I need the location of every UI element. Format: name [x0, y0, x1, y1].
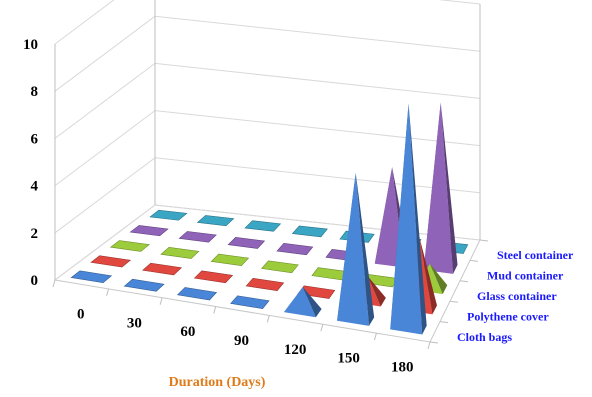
back-wall-gridline: [154, 157, 481, 194]
zero-value-marker: [109, 240, 150, 252]
back-wall-gridline: [154, 204, 481, 241]
zero-value-marker: [123, 278, 165, 292]
x-tick-label: 180: [391, 360, 414, 376]
x-axis-tick: [320, 324, 324, 332]
zero-value-marker: [193, 270, 234, 284]
zero-value-marker: [160, 246, 200, 259]
tick-labels: 0 2 4 6 8 10 0 30 60 90 120 150 180 Cloth bags Polythe…: [23, 37, 574, 376]
zero-value-marker: [227, 237, 266, 249]
side-wall-gridline: [54, 110, 156, 187]
y-tick-label: 8: [31, 84, 39, 100]
depth-axis-tick: [459, 280, 469, 283]
x-axis-tick: [159, 297, 163, 305]
y-tick-label: 10: [23, 37, 38, 53]
side-wall-gridline: [54, 204, 156, 281]
pyramid-front-face: [337, 172, 369, 326]
zero-value-marker: [176, 287, 218, 301]
side-wall-gridline: [54, 0, 115, 45]
pyramid-right-face: [355, 172, 375, 326]
back-wall-gridline: [154, 110, 481, 147]
pyramid-right-face: [440, 102, 458, 274]
x-tick-label: 60: [180, 324, 195, 340]
back-wall-grid: [54, 0, 481, 281]
series-label: Polythene cover: [467, 309, 549, 323]
x-axis-tick: [106, 288, 110, 296]
pyramid-front-face: [390, 103, 423, 335]
zero-value-marker: [291, 225, 328, 238]
depth-axis-tick: [449, 300, 459, 303]
y-tick-label: 4: [31, 179, 39, 195]
zero-value-marker: [90, 255, 132, 268]
depth-axis-tick: [439, 321, 449, 324]
series-label: Steel container: [497, 248, 574, 262]
pyramid-front-face: [423, 102, 454, 274]
pyramid-right-face: [419, 236, 437, 315]
pyramid-right-face: [367, 276, 386, 307]
depth-axis-tick: [469, 259, 479, 262]
x-axis-tick: [213, 306, 217, 314]
side-wall-gridline: [54, 157, 156, 234]
axes: [52, 0, 489, 350]
side-wall-gridline: [54, 63, 156, 139]
x-tick-label: 0: [77, 306, 85, 322]
zero-value-marker: [210, 253, 250, 266]
zero-value-marker: [129, 225, 169, 237]
x-tick-label: 90: [234, 333, 249, 349]
x-axis-tick: [52, 279, 56, 288]
series-label: Glass container: [477, 289, 557, 303]
depth-axis-tick: [479, 239, 489, 242]
zero-value-marker: [276, 243, 314, 256]
x-axis-tick: [373, 333, 377, 341]
x-axis-tick: [266, 315, 270, 323]
side-wall-gridline: [54, 15, 156, 92]
zero-value-marker: [261, 260, 299, 274]
pyramid-right-face: [430, 263, 448, 295]
data-marks: [70, 102, 469, 335]
back-wall-gridline: [438, 0, 481, 5]
zero-value-marker: [178, 231, 217, 243]
back-wall-gridline: [154, 15, 481, 52]
depth-axis-tick: [429, 341, 439, 344]
x-axis-title: Duration (Days): [169, 375, 266, 390]
zero-value-marker: [196, 215, 235, 227]
pyramid-front-face: [283, 287, 316, 318]
zero-value-marker: [245, 277, 285, 292]
x-axis-tick: [427, 341, 431, 350]
y-tick-label: 0: [31, 273, 39, 289]
back-wall-gridline: [154, 62, 481, 99]
zero-value-marker: [230, 295, 270, 309]
zero-value-marker: [244, 220, 282, 232]
x-tick-label: 30: [127, 315, 142, 331]
zero-value-marker: [70, 270, 113, 284]
x-tick-label: 120: [284, 342, 307, 358]
y-tick-label: 2: [31, 226, 39, 242]
pyramid-front-face: [374, 166, 405, 268]
x-tick-label: 150: [337, 351, 360, 367]
series-label: Mud container: [487, 269, 564, 283]
pyramid-right-face: [302, 287, 322, 318]
series-label: Cloth bags: [457, 330, 512, 344]
pyramid-right-face: [408, 103, 427, 335]
zero-value-marker: [142, 262, 183, 276]
y-tick-label: 6: [31, 131, 39, 147]
zero-value-marker: [149, 209, 188, 221]
